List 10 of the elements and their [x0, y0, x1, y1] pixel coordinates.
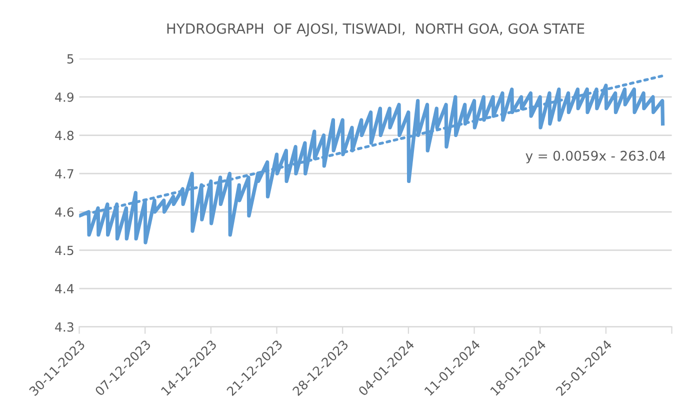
y-tick-label: 4.8	[55, 130, 74, 140]
y-tick-label: 4.6	[55, 207, 74, 217]
chart-title: HYDROGRAPH OF AJOSI, TISWADI, NORTH GOA, GOA STATE	[167, 23, 584, 36]
y-tick-label: 5	[67, 54, 74, 64]
y-tick-label: 4.9	[55, 92, 74, 102]
y-tick-label: 4.3	[55, 322, 74, 332]
y-tick-label: 4.7	[55, 169, 74, 178]
y-tick-label: 4.4	[55, 284, 74, 294]
y-tick-label: 4.5	[55, 246, 74, 256]
annotation: y = 0.0059x - 263.04	[526, 150, 666, 164]
